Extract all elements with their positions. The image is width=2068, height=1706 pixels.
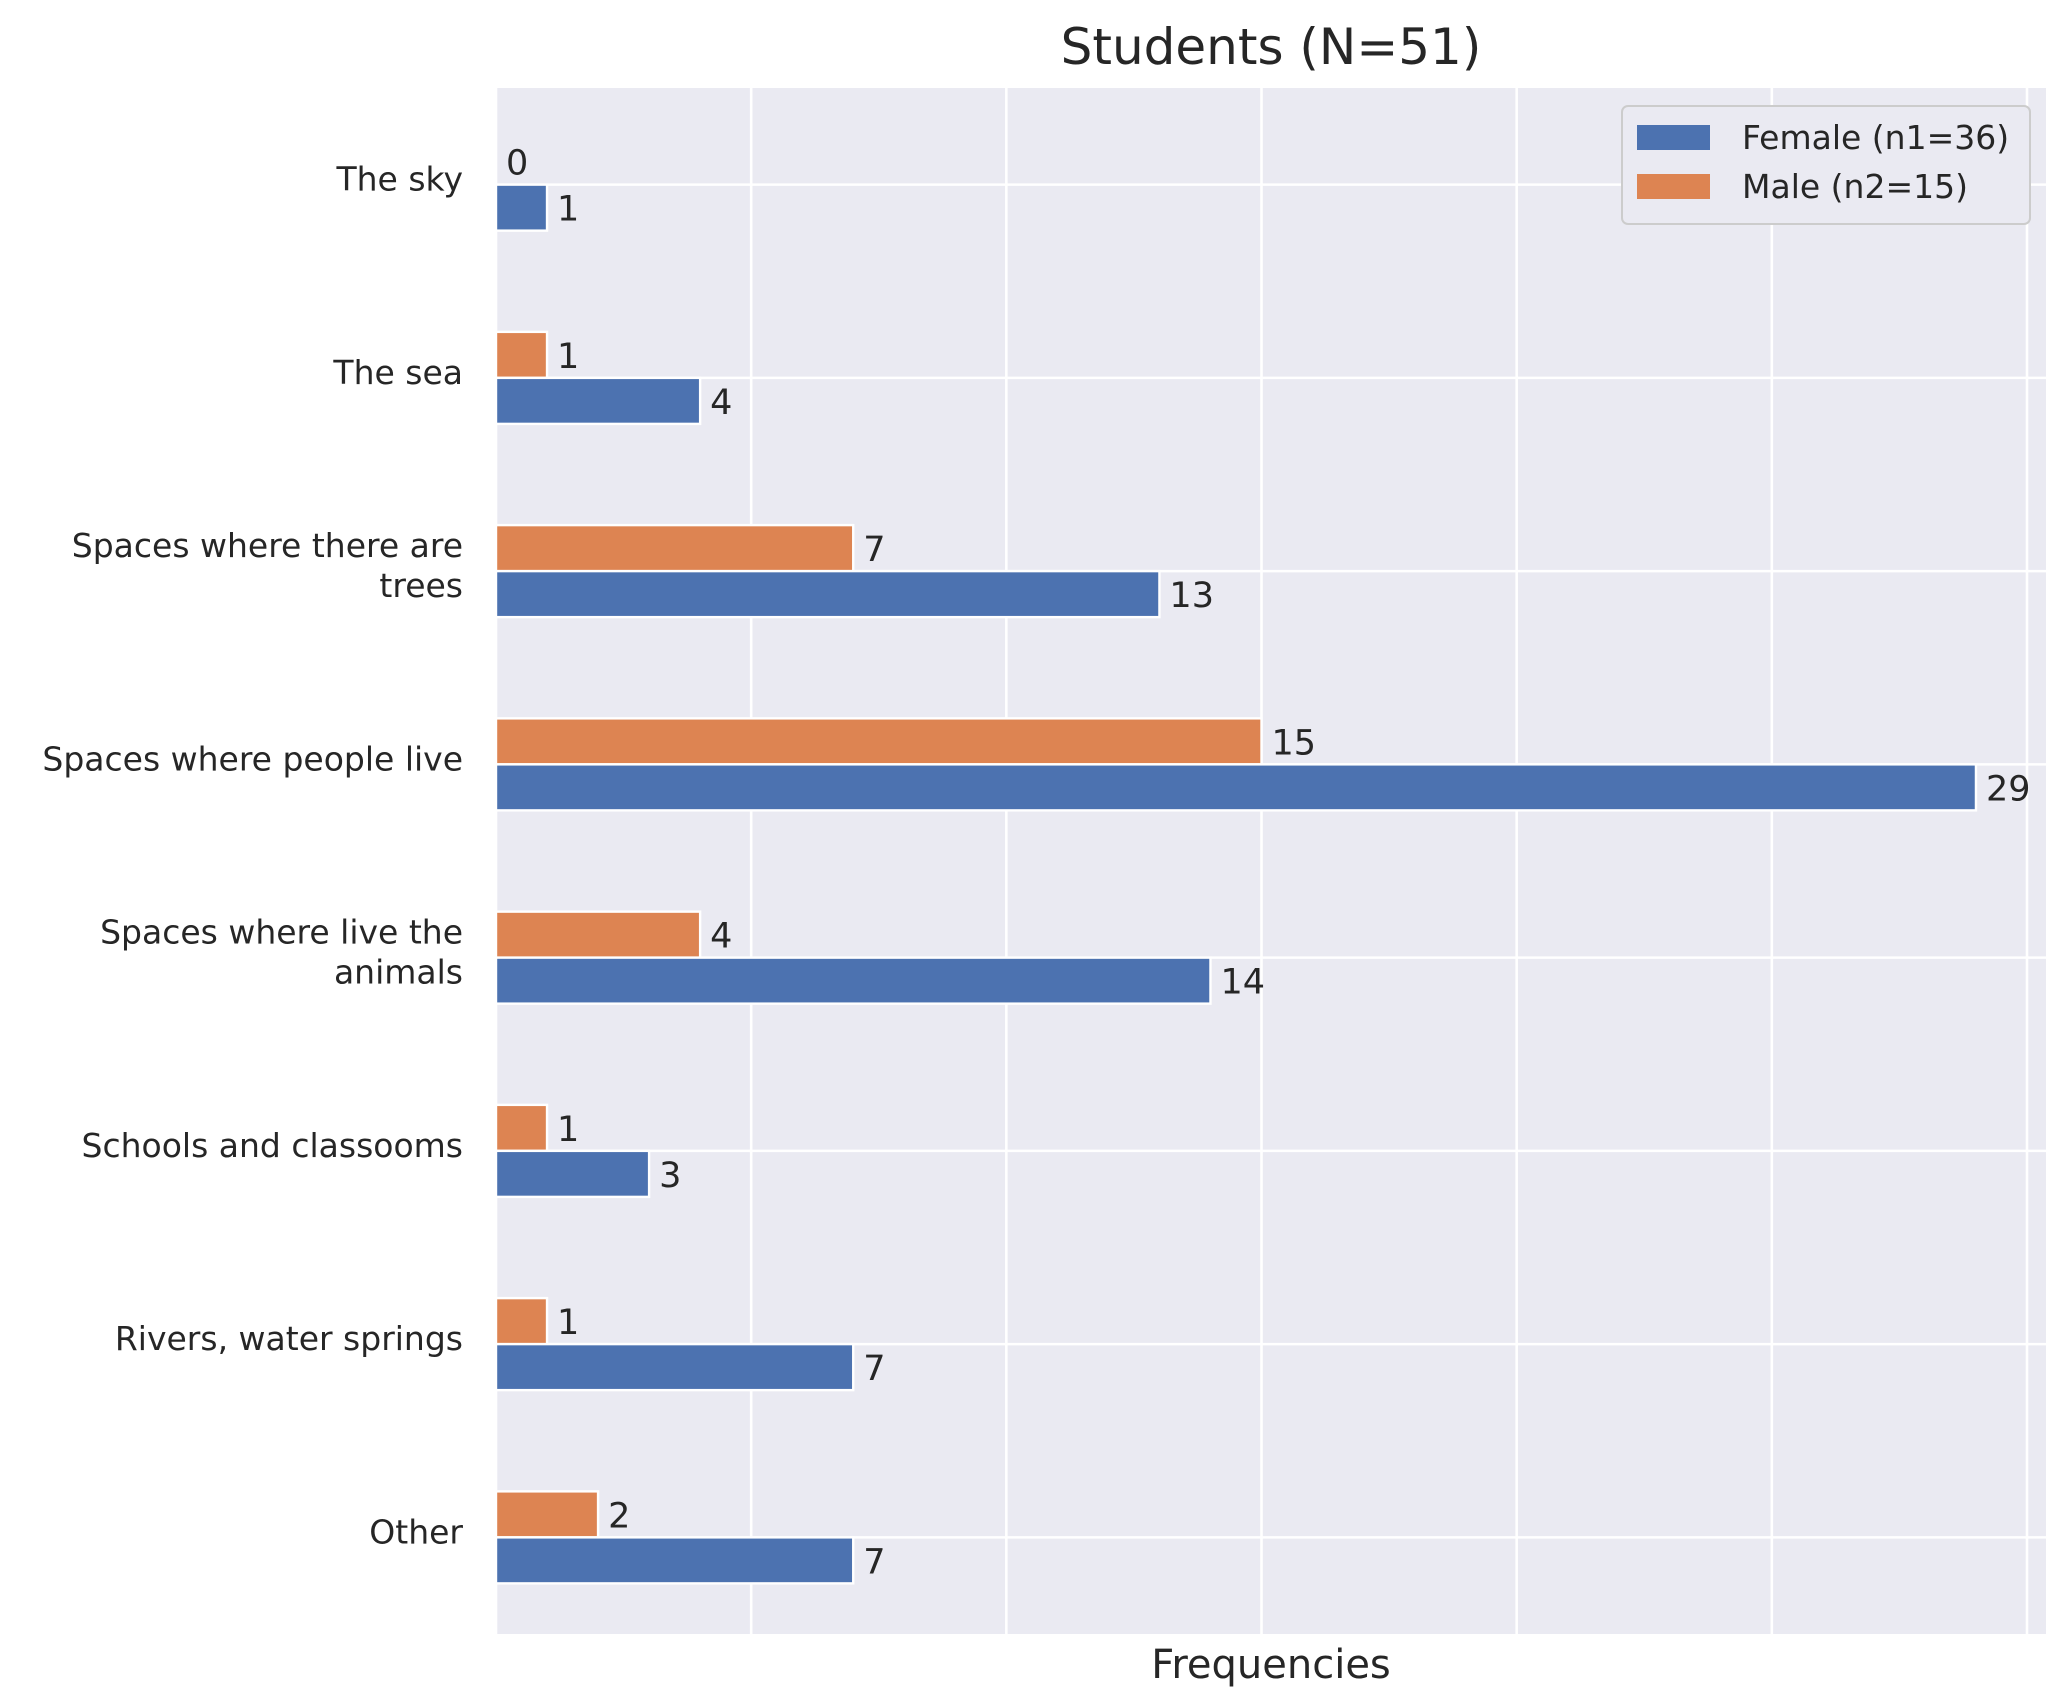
bar-male-spaces-where-live-the-animals	[494, 910, 702, 959]
value-label-female-spaces-where-there-are-trees: 13	[1169, 576, 1214, 616]
legend-swatch-female	[1637, 125, 1710, 150]
category-label-spaces-where-people-live: Spaces where people live	[42, 739, 463, 778]
bar-female-other	[494, 1536, 855, 1585]
value-label-male-rivers-water-springs: 1	[557, 1303, 579, 1343]
value-label-female-spaces-where-live-the-animals: 14	[1220, 963, 1265, 1003]
value-label-male-the-sea: 1	[557, 337, 579, 377]
x-axis-label: Frequencies	[1151, 1642, 1391, 1688]
value-label-female-the-sea: 4	[710, 383, 732, 423]
bar-male-spaces-where-people-live	[494, 717, 1263, 766]
value-label-male-the-sky: 0	[506, 144, 528, 184]
category-label-line: Spaces where live the	[100, 913, 463, 952]
category-label-rivers-water-springs: Rivers, water springs	[115, 1319, 463, 1358]
value-label-male-other: 2	[608, 1496, 630, 1536]
bar-female-spaces-where-people-live	[494, 763, 1978, 812]
legend-swatch-male	[1637, 174, 1710, 199]
legend-frame	[1621, 105, 2031, 225]
category-label-schools-and-classooms: Schools and classooms	[82, 1126, 463, 1165]
bar-male-spaces-where-there-are-trees	[494, 523, 855, 573]
category-label-line: Schools and classooms	[82, 1126, 463, 1165]
bar-male-rivers-water-springs	[494, 1296, 549, 1346]
category-label-line: animals	[334, 953, 463, 992]
value-label-male-schools-and-classooms: 1	[557, 1110, 579, 1150]
chart-title: Students (N=51)	[1061, 18, 1482, 76]
category-label-spaces-where-there-are-trees: Spaces where there are trees	[72, 526, 463, 605]
category-label-line: Other	[369, 1512, 463, 1551]
value-label-male-spaces-where-people-live: 15	[1272, 723, 1317, 763]
plot-area	[496, 88, 2046, 1634]
category-label-line: The sea	[332, 353, 463, 392]
value-label-female-the-sky: 1	[557, 190, 579, 230]
bar-female-spaces-where-there-are-trees	[494, 569, 1161, 619]
bar-female-rivers-water-springs	[494, 1342, 855, 1392]
value-label-male-spaces-where-there-are-trees: 7	[863, 530, 885, 570]
value-label-female-schools-and-classooms: 3	[659, 1156, 681, 1196]
category-label-the-sea: The sea	[332, 353, 463, 392]
value-label-female-rivers-water-springs: 7	[863, 1349, 885, 1389]
bar-female-the-sky	[494, 183, 549, 232]
legend: Female (n1=36) Male (n2=15)	[1621, 105, 2031, 225]
legend-label-female: Female (n1=36)	[1742, 118, 2009, 157]
value-label-female-other: 7	[863, 1542, 885, 1582]
bar-male-other	[494, 1490, 600, 1539]
category-label-the-sky: The sky	[335, 160, 463, 199]
value-label-male-spaces-where-live-the-animals: 4	[710, 917, 732, 957]
category-label-line: The sky	[335, 160, 463, 199]
category-label-spaces-where-live-the-animals: Spaces where live the animals	[100, 913, 463, 992]
category-labels: The sky The sea Spaces where there are tree…	[42, 160, 463, 1552]
bar-female-schools-and-classooms	[494, 1149, 651, 1199]
bar-male-the-sea	[494, 330, 549, 380]
legend-label-male: Male (n2=15)	[1742, 167, 1968, 206]
category-label-line: Rivers, water springs	[115, 1319, 463, 1358]
bar-male-schools-and-classooms	[494, 1103, 549, 1153]
bars	[494, 183, 1978, 1585]
bar-female-the-sea	[494, 376, 702, 426]
value-label-female-spaces-where-people-live: 29	[1986, 769, 2031, 809]
category-label-line: Spaces where there are	[72, 526, 463, 565]
category-label-line: Spaces where people live	[42, 739, 463, 778]
category-label-line: trees	[379, 566, 463, 605]
bar-female-spaces-where-live-the-animals	[494, 956, 1212, 1005]
category-label-other: Other	[369, 1512, 463, 1551]
